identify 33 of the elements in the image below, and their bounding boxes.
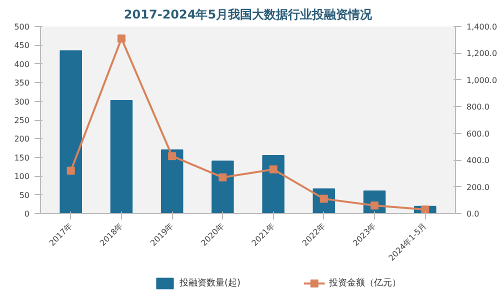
bar xyxy=(160,149,184,214)
y-tick-label: 250 xyxy=(14,116,30,125)
y-tick-label: 300 xyxy=(14,97,30,106)
y-tick-label: 400 xyxy=(14,60,30,69)
bar xyxy=(262,155,284,214)
y2-tick-label: 1,200.0 xyxy=(466,49,498,58)
y2-tick-label: 200.0 xyxy=(466,182,490,192)
y-tick-label: 100 xyxy=(14,172,30,182)
bar xyxy=(60,50,82,214)
bar xyxy=(110,100,133,214)
y2-tick-label: 1,400.0 xyxy=(466,22,498,32)
y-tick-label: 150 xyxy=(14,153,30,162)
y-tick-label: 500 xyxy=(14,22,30,32)
point xyxy=(421,205,430,214)
y2-tick-label: 1,000.0 xyxy=(466,76,498,85)
y2-tick-label: 400.0 xyxy=(466,156,490,166)
chart-title: 2017-2024年5月我国大数据行业投融资情况 xyxy=(124,8,374,22)
point xyxy=(117,34,126,43)
y-tick-label: 350 xyxy=(14,78,30,88)
y-tick-label: 200 xyxy=(14,134,30,144)
y2-tick-label: 0.0 xyxy=(466,210,480,218)
point xyxy=(66,166,75,175)
point xyxy=(218,173,227,182)
y-tick-label: 0 xyxy=(24,210,30,218)
y-tick-label: 450 xyxy=(14,41,30,50)
y2-tick-label: 600.0 xyxy=(466,129,490,138)
y2-tick-label: 800.0 xyxy=(466,102,490,112)
point xyxy=(269,165,278,174)
y-tick-label: 50 xyxy=(19,190,30,200)
bar xyxy=(212,160,234,214)
legend-label: 投融资数量(起) xyxy=(178,278,241,288)
point xyxy=(168,152,176,160)
legend-label: 投资金额（亿元） xyxy=(328,278,401,288)
